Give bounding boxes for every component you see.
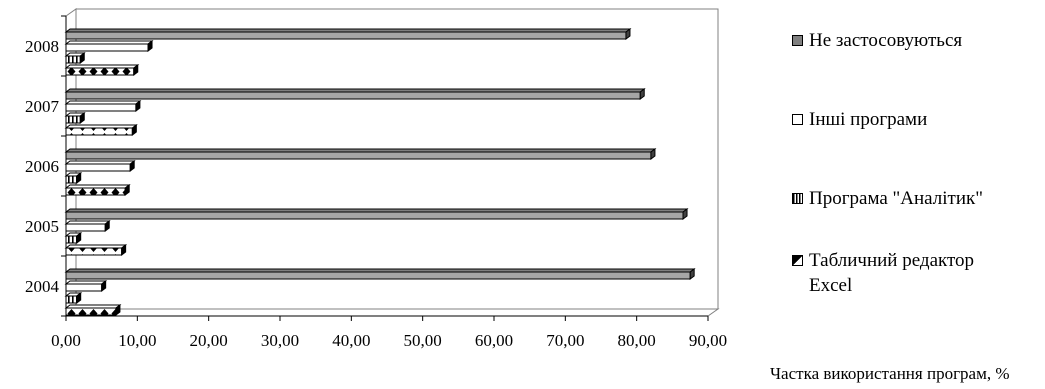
legend-swatch-diamond-icon [792,255,803,266]
bar-front-face [65,187,126,196]
legend-label: Програма "Аналітик" [809,188,983,209]
bar-end-face [79,52,85,64]
legend-label: Інші програми [809,109,928,130]
bar-end-face [124,184,130,196]
bar-2008-series-3 [64,28,632,40]
bar-end-face [129,160,135,172]
bar-2005-series-1 [64,232,83,244]
bar-front-face [65,127,133,136]
legend-item-other-programs: Інші програми [792,107,927,132]
y-tick-label: 2006 [25,157,59,176]
bar-front-face [65,235,78,244]
bar-front-face [65,211,684,220]
bar-2007-series-3 [64,88,646,100]
bar-front-face [65,115,81,124]
legend-item-not-used: Не застосовуються [792,28,962,53]
bar-end-face [682,208,688,220]
x-tick-label: 50,00 [404,331,442,350]
legend-item-excel: Табличний редактор Excel [792,248,1022,298]
bar-2004-series-3 [64,268,696,280]
bar-end-face [133,64,139,76]
bar-front-face [65,31,627,40]
bar-end-face [76,232,82,244]
bar-front-face [65,103,137,112]
x-tick-label: 60,00 [475,331,513,350]
y-tick-label: 2004 [25,277,60,296]
x-tick-label: 90,00 [689,331,727,350]
bar-end-face [135,100,141,112]
bar-front-face [65,307,117,316]
bar-2005-series-2 [64,220,111,232]
bar-2007-series-1 [64,112,86,124]
bar-end-face [101,280,107,292]
bar-front-face [65,91,641,100]
bar-front-face [65,151,652,160]
bar-2004-series-0 [64,304,122,316]
bar-end-face [79,112,85,124]
bar-end-face [625,28,631,40]
bar-2008-series-0 [64,64,140,76]
bar-front-face [65,175,78,184]
bar-2004-series-2 [64,280,108,292]
bar-end-face [689,268,695,280]
bar-end-face [76,292,82,304]
bar-front-face [65,55,81,64]
bar-2007-series-0 [64,124,138,136]
x-tick-label: 20,00 [190,331,228,350]
bar-front-face [65,67,135,76]
bar-front-face [65,271,691,280]
bar-end-face [76,172,82,184]
legend-label: Не застосовуються [809,30,963,51]
bar-front-face [65,295,78,304]
legend-swatch-stripes-icon [792,193,803,204]
x-tick-label: 80,00 [618,331,656,350]
x-tick-label: 10,00 [118,331,156,350]
bar-end-face [104,220,110,232]
bar-front-face [65,43,149,52]
floor [64,308,720,317]
bar-front-face [65,163,131,172]
bar-end-face [131,124,137,136]
bar-2008-series-1 [64,52,86,64]
bar-2008-series-2 [64,40,154,52]
legend-swatch-empty-icon [792,114,803,125]
bar-end-face [650,148,656,160]
bar-end-face [115,304,121,316]
bar-end-face [639,88,645,100]
bar-2005-series-0 [64,244,128,256]
y-tick-label: 2005 [25,217,59,236]
bar-end-face [121,244,127,256]
legend-label: Табличний редактор Excel [809,250,975,296]
x-tick-label: 30,00 [261,331,299,350]
y-tick-label: 2008 [25,37,59,56]
bar-front-face [65,247,123,256]
bar-front-face [65,283,103,292]
x-axis-title: Частка використання програм, % [770,364,1010,383]
bar-2007-series-2 [64,100,142,112]
y-tick-label: 2007 [25,97,60,116]
bar-2005-series-3 [64,208,689,220]
x-tick-label: 0,00 [51,331,81,350]
bar-2006-series-0 [64,184,131,196]
x-tick-label: 40,00 [332,331,370,350]
bar-2006-series-3 [64,148,657,160]
axis-layer: 2004 2005 2006 2007 2008 0,00 10,00 20,00 30,00 4… [25,15,727,350]
x-tick-label: 70,00 [546,331,584,350]
bar-2006-series-1 [64,172,83,184]
legend-item-analytic: Програма "Аналітик" [792,186,983,211]
bar-front-face [65,223,106,232]
bar-2004-series-1 [64,292,83,304]
bar-2006-series-2 [64,160,136,172]
legend-swatch-solid-icon [792,35,803,46]
bar-end-face [147,40,153,52]
